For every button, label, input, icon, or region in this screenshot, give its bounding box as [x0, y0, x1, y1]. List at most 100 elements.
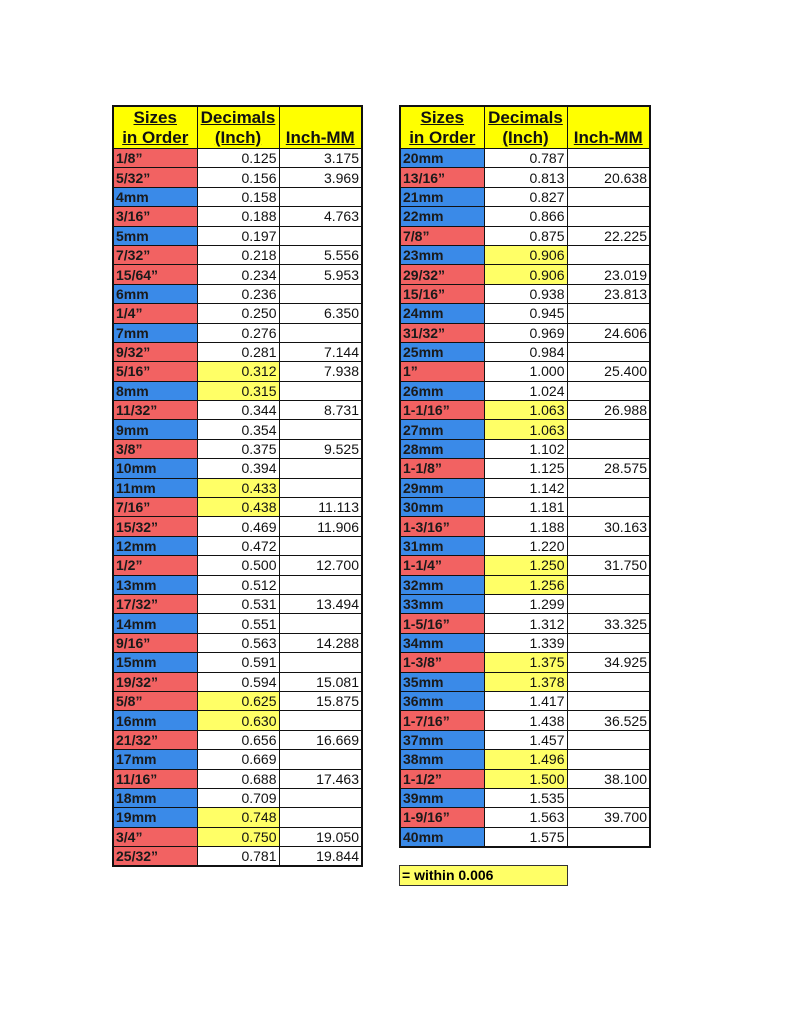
decimal-cell: 0.531: [196, 593, 280, 615]
mm-cell: 19.050: [278, 826, 363, 848]
mm-cell: 28.575: [566, 458, 651, 479]
size-cell: 29/32”: [399, 264, 485, 285]
size-cell: 13mm: [112, 574, 198, 595]
table-row: 1-3/16” 1.188 30.163: [399, 516, 651, 537]
size-cell: 24mm: [399, 303, 485, 324]
decimal-cell: 0.375: [196, 438, 280, 460]
table-row: 3/16” 0.188 4.763: [112, 206, 363, 227]
size-cell: 7/8”: [399, 225, 485, 246]
size-cell: 37mm: [399, 729, 485, 751]
size-cell: 6mm: [112, 283, 198, 305]
decimal-cell: 0.218: [196, 244, 280, 266]
decimal-cell: 0.236: [196, 283, 280, 305]
mm-cell: 7.938: [278, 361, 363, 382]
table-row: 19mm 0.748: [112, 807, 363, 828]
size-cell: 1-1/4”: [399, 555, 485, 576]
table-row: 14mm 0.551: [112, 613, 363, 634]
mm-cell: 22.225: [566, 225, 651, 246]
decimal-cell: 0.188: [196, 206, 280, 227]
size-cell: 9/32”: [112, 341, 198, 363]
size-cell: 15/16”: [399, 283, 485, 305]
size-cell: 3/8”: [112, 438, 198, 460]
decimal-cell: 0.281: [196, 341, 280, 363]
mm-cell: [566, 244, 651, 266]
mm-cell: [566, 186, 651, 208]
decimal-cell: 1.378: [483, 671, 568, 692]
decimal-cell: 0.906: [483, 244, 568, 266]
table-row: 7/32” 0.218 5.556: [112, 244, 363, 266]
size-cell: 17/32”: [112, 593, 198, 615]
mm-cell: 11.906: [278, 516, 363, 537]
table-row: 23mm 0.906: [399, 244, 651, 266]
size-cell: 1-3/8”: [399, 652, 485, 673]
mm-cell: 5.953: [278, 264, 363, 285]
decimal-cell: 1.063: [483, 400, 568, 421]
table-row: 33mm 1.299: [399, 593, 651, 615]
decimal-cell: 0.625: [196, 690, 280, 712]
size-cell: 17mm: [112, 749, 198, 770]
size-cell: 33mm: [399, 593, 485, 615]
decimal-cell: 0.656: [196, 729, 280, 751]
decimal-cell: 1.500: [483, 768, 568, 789]
decimal-cell: 1.188: [483, 516, 568, 537]
size-cell: 3/4”: [112, 826, 198, 848]
table-row: 20mm 0.787: [399, 147, 651, 169]
decimal-cell: 0.469: [196, 516, 280, 537]
table-row: 35mm 1.378: [399, 671, 651, 692]
table-row: 31mm 1.220: [399, 535, 651, 557]
decimal-cell: 1.563: [483, 807, 568, 828]
table-row: 1-1/2” 1.500 38.100: [399, 768, 651, 789]
decimal-cell: 0.630: [196, 710, 280, 731]
size-cell: 39mm: [399, 787, 485, 809]
decimal-cell: 0.500: [196, 555, 280, 576]
table-row: 25/32” 0.781 19.844: [112, 846, 363, 867]
decimal-cell: 1.142: [483, 477, 568, 499]
mm-cell: 13.494: [278, 593, 363, 615]
mm-cell: [278, 283, 363, 305]
size-cell: 36mm: [399, 690, 485, 712]
decimal-cell: 1.575: [483, 826, 568, 848]
header-decimal: Decimals (Inch): [483, 105, 568, 149]
table-row: 21/32” 0.656 16.669: [112, 729, 363, 751]
mm-cell: 16.669: [278, 729, 363, 751]
decimal-cell: 0.813: [483, 167, 568, 188]
size-cell: 21mm: [399, 186, 485, 208]
size-cell: 12mm: [112, 535, 198, 557]
decimal-cell: 0.433: [196, 477, 280, 499]
size-cell: 11/32”: [112, 400, 198, 421]
decimal-cell: 1.181: [483, 497, 568, 518]
mm-cell: 3.175: [278, 147, 363, 169]
mm-cell: 8.731: [278, 400, 363, 421]
mm-cell: [278, 787, 363, 809]
decimal-cell: 0.875: [483, 225, 568, 246]
size-cell: 15/64”: [112, 264, 198, 285]
decimal-cell: 1.339: [483, 632, 568, 654]
decimal-cell: 0.158: [196, 186, 280, 208]
mm-cell: [278, 535, 363, 557]
size-cell: 31mm: [399, 535, 485, 557]
size-cell: 8mm: [112, 380, 198, 402]
mm-cell: [566, 380, 651, 402]
mm-cell: 15.875: [278, 690, 363, 712]
decimal-cell: 0.234: [196, 264, 280, 285]
mm-cell: 7.144: [278, 341, 363, 363]
table-row: 29/32” 0.906 23.019: [399, 264, 651, 285]
decimal-cell: 1.457: [483, 729, 568, 751]
decimal-cell: 0.156: [196, 167, 280, 188]
mm-cell: 14.288: [278, 632, 363, 654]
table-row: 15/32” 0.469 11.906: [112, 516, 363, 537]
decimal-cell: 1.535: [483, 787, 568, 809]
mm-cell: [278, 477, 363, 499]
table-row: 1-5/16” 1.312 33.325: [399, 613, 651, 634]
table-row: 34mm 1.339: [399, 632, 651, 654]
decimal-cell: 1.125: [483, 458, 568, 479]
size-cell: 38mm: [399, 749, 485, 770]
table-row: 15/16” 0.938 23.813: [399, 283, 651, 305]
decimal-cell: 1.256: [483, 574, 568, 595]
size-cell: 5/16”: [112, 361, 198, 382]
table-row: 3/8” 0.375 9.525: [112, 438, 363, 460]
size-cell: 7/16”: [112, 497, 198, 518]
mm-cell: 4.763: [278, 206, 363, 227]
size-cell: 4mm: [112, 186, 198, 208]
decimal-cell: 0.344: [196, 400, 280, 421]
